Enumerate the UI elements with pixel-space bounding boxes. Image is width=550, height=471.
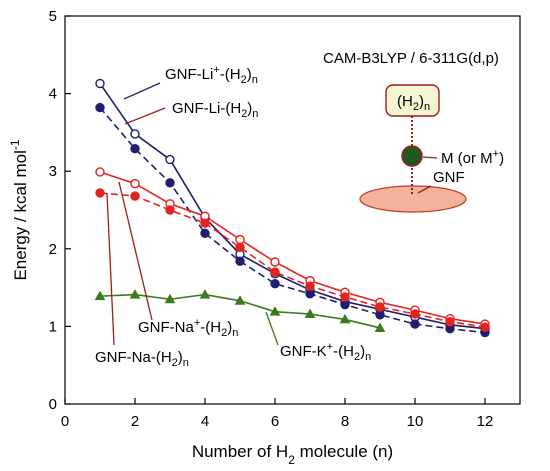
series-line [99,107,486,334]
data-point [234,295,246,305]
data-point [200,218,210,228]
y-tick-label: 0 [49,396,57,413]
y-tick-label: 5 [49,8,57,25]
y-tick-label: 2 [49,241,57,258]
y-tick-label: 3 [49,163,57,180]
data-point [130,129,140,139]
data-point [410,309,420,319]
data-point [374,322,386,332]
h2-label: (H2)n [397,93,430,113]
series-line [99,83,486,330]
gnf-leader-line [417,185,432,194]
data-point [130,178,140,189]
x-tick-label: 6 [271,413,279,430]
data-point [94,290,106,301]
metal-atom [401,145,423,167]
label-gnf-k-plus: GNF-K+-(H2)n [280,341,371,363]
label-gnf-li-plus: GNF-Li+-(H2)n [165,64,258,86]
x-tick-label: 10 [407,413,424,430]
label-gnf-na: GNF-Na-(H2)n [95,349,189,369]
data-point [235,242,245,252]
x-tick-label: 4 [201,413,209,430]
x-tick-label: 12 [477,413,494,430]
data-point [305,289,315,299]
label-leader-line [123,82,161,100]
label-leader-line [106,192,115,346]
data-point [339,313,351,324]
data-point [165,154,175,165]
y-tick-label: 1 [49,318,57,335]
data-point [480,322,490,332]
data-point [269,306,281,316]
metal-label: M (or M+) [441,148,504,167]
data-point [340,292,350,302]
data-point [270,257,280,267]
x-axis-title: Number of H2 molecule (n) [192,442,393,467]
data-point [235,234,245,245]
data-point [200,228,210,238]
y-axis-title: Energy / kcal mol-1 [8,139,30,280]
label-leader-line [124,107,166,125]
metal-leader-line [422,156,438,159]
data-point [95,78,105,89]
data-point [130,143,140,154]
series-line [99,192,486,328]
data-point [304,308,316,318]
data-point [270,267,280,277]
x-tick-label: 8 [341,413,349,430]
data-point [235,256,245,266]
data-point [305,281,315,291]
data-point [95,102,105,113]
x-tick-label: 2 [131,413,139,430]
data-point [95,167,105,177]
data-point [130,191,140,201]
data-point [375,310,385,320]
label-gnf-na-plus: GNF-Na+-(H2)n [138,317,238,339]
plot-frame [64,15,521,405]
data-point [165,205,175,215]
data-point [270,279,280,289]
data-point [165,178,175,188]
data-point [410,319,420,329]
data-point [375,302,385,312]
series-line [99,171,486,325]
x-tick-label: 0 [61,413,69,430]
label-gnf-li: GNF-Li-(H2)n [172,100,258,120]
gnf-label: GNF [433,169,465,186]
data-point [95,188,105,198]
data-point [164,293,176,304]
method-label: CAM-B3LYP / 6-311G(d,p) [323,50,499,67]
data-point [340,299,350,310]
data-point [445,317,455,327]
data-point [129,289,141,299]
schematic: (H2)n M (or M+) GNF [359,84,504,213]
label-leader-line [265,311,279,346]
y-tick-label: 4 [49,86,57,103]
data-point [199,289,211,299]
h2-box [385,84,440,117]
label-leader-line [118,181,153,321]
